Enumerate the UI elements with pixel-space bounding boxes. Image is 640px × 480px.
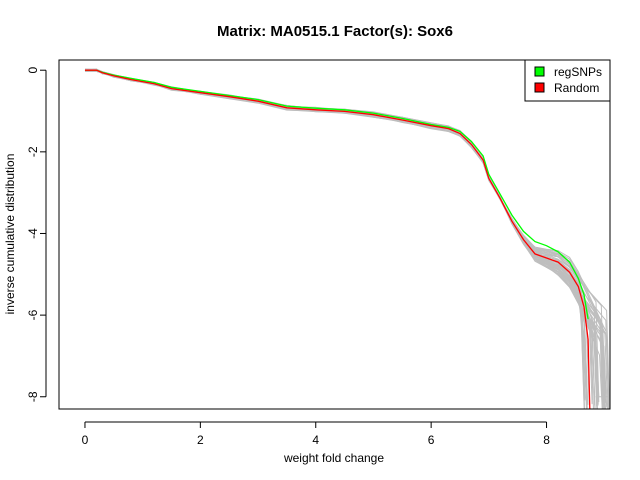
x-tick-label: 8 <box>543 433 550 447</box>
y-tick-label: -8 <box>26 391 40 402</box>
y-axis-label: inverse cumulative distribution <box>3 154 17 315</box>
plot-frame <box>58 59 611 410</box>
x-tick-label: 0 <box>82 433 89 447</box>
y-tick-label: -2 <box>26 146 40 157</box>
legend: regSNPs Random <box>524 59 611 102</box>
legend-swatch-regsnps <box>534 66 545 77</box>
series-line-regsnps <box>85 69 589 320</box>
x-axis: 0 2 4 6 8 <box>82 421 550 447</box>
series-lines-group <box>85 69 591 409</box>
x-axis-label: weight fold change <box>283 451 384 465</box>
legend-label-random: Random <box>554 81 599 95</box>
legend-swatch-random <box>534 82 545 93</box>
x-tick-label: 4 <box>312 433 319 447</box>
chart-title: Matrix: MA0515.1 Factor(s): Sox6 <box>217 23 453 40</box>
y-axis: 0 -2 -4 -6 -8 <box>26 67 47 402</box>
legend-label-regsnps: regSNPs <box>554 65 602 79</box>
series-line-random <box>85 69 591 409</box>
x-tick-label: 6 <box>428 433 435 447</box>
y-tick-label: -4 <box>26 228 40 239</box>
x-tick-label: 2 <box>197 433 204 447</box>
y-tick-label: 0 <box>26 67 40 74</box>
y-tick-label: -6 <box>26 309 40 320</box>
